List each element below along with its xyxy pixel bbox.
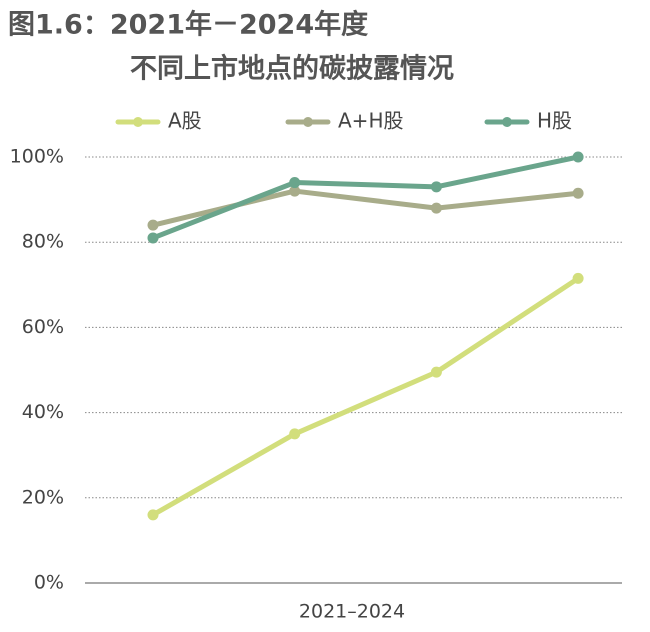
legend-marker bbox=[502, 117, 512, 127]
chart-title: 图1.6：2021年－2024年度 bbox=[8, 9, 368, 41]
legend-marker bbox=[133, 117, 143, 127]
x-axis-label: 2021–2024 bbox=[299, 601, 405, 623]
legend-label: A股 bbox=[168, 109, 202, 133]
point bbox=[572, 151, 584, 163]
series-line bbox=[150, 275, 581, 518]
point bbox=[572, 272, 584, 284]
y-tick-label: 60% bbox=[22, 316, 64, 338]
legend-label: H股 bbox=[537, 109, 572, 133]
point bbox=[289, 177, 301, 189]
legend-label: A+H股 bbox=[338, 109, 403, 133]
y-tick-label: 80% bbox=[22, 231, 64, 253]
point bbox=[430, 181, 442, 193]
point bbox=[430, 202, 442, 214]
y-tick-label: 100% bbox=[10, 146, 64, 168]
series-line bbox=[150, 154, 581, 241]
point bbox=[289, 428, 301, 440]
point bbox=[147, 219, 159, 231]
point bbox=[289, 185, 301, 197]
point bbox=[147, 509, 159, 521]
chart-subtitle: 不同上市地点的碳披露情况 bbox=[130, 53, 454, 85]
point bbox=[430, 366, 442, 378]
legend-marker bbox=[303, 117, 313, 127]
y-tick-label: 0% bbox=[34, 572, 64, 594]
y-tick-label: 40% bbox=[22, 401, 64, 423]
point bbox=[147, 232, 159, 244]
series-line bbox=[150, 188, 581, 228]
y-tick-label: 20% bbox=[22, 486, 64, 508]
point bbox=[572, 187, 584, 199]
